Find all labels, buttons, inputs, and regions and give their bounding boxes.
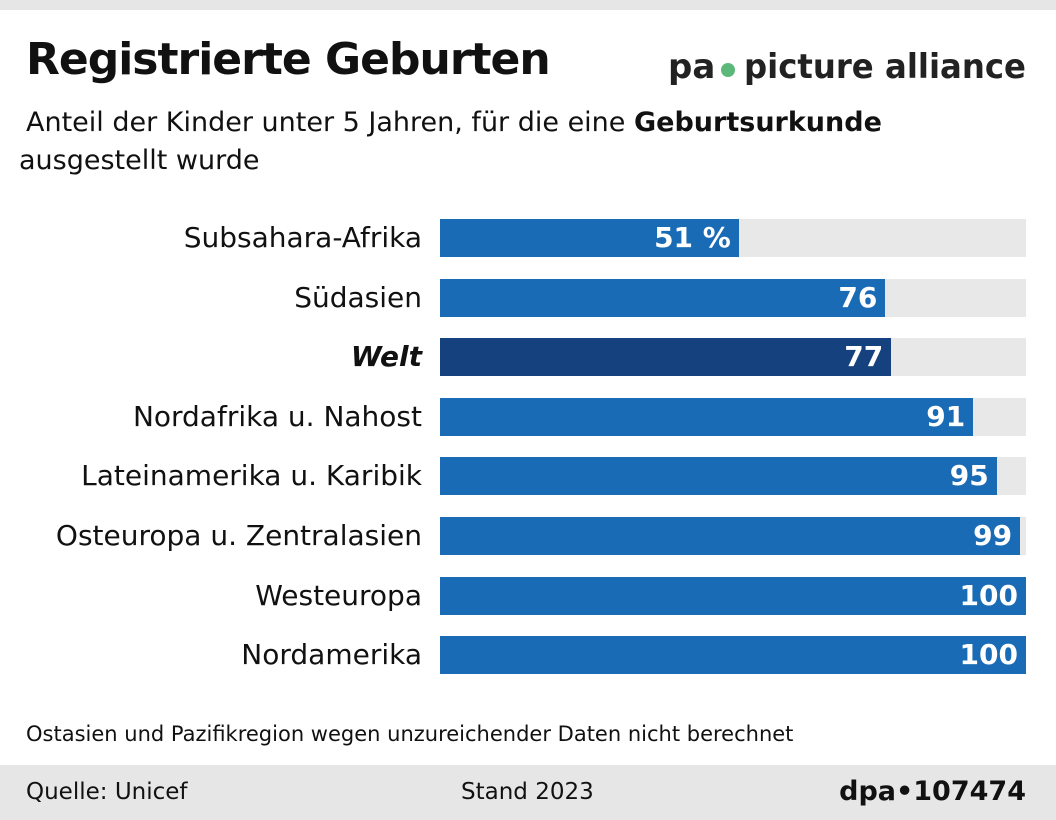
footnote: Ostasien und Pazifikregion wegen unzurei… — [26, 722, 794, 746]
watermark-pa: pa — [668, 47, 715, 87]
bar-track: 100 — [440, 576, 1026, 615]
bar-track: 100 — [440, 636, 1026, 675]
watermark-text: picture alliance — [744, 47, 1026, 87]
bar-track: 99 — [440, 517, 1026, 555]
bar-row: Westeuropa 100 — [0, 576, 1056, 615]
watermark-logo: pa picture alliance — [668, 47, 1026, 87]
value-label: 51 % — [654, 221, 731, 254]
bar-track: 51 % — [440, 219, 1026, 257]
bar-track: 76 — [440, 278, 1026, 317]
value-label: 95 — [949, 459, 989, 493]
subtitle-text-2: ausgestellt wurde — [19, 145, 260, 176]
value-label: 77 — [844, 340, 884, 374]
category-label: Südasien — [294, 280, 422, 314]
bar-row: Welt 77 — [0, 338, 1056, 377]
value-label: 99 — [973, 519, 1013, 552]
chart-title: Registrierte Geburten — [26, 34, 551, 85]
watermark-dot — [721, 63, 735, 77]
category-label: Nordafrika u. Nahost — [132, 399, 422, 433]
bar-track: 77 — [440, 338, 1026, 377]
source: Quelle: Unicef — [26, 779, 188, 805]
value-label: 100 — [959, 638, 1018, 672]
category-label: Westeuropa — [255, 578, 422, 612]
category-label: Osteuropa u. Zentralasien — [55, 519, 422, 552]
bar-row: Lateinamerika u. Karibik 95 — [0, 457, 1056, 496]
bar-track: 95 — [440, 457, 1026, 496]
bar — [440, 636, 1026, 675]
subtitle-bold: Geburtsurkunde — [634, 107, 882, 138]
bar-row: Südasien 76 — [0, 278, 1056, 317]
bar — [440, 457, 997, 496]
top-band — [0, 0, 1056, 10]
bar — [440, 517, 1021, 555]
category-label: Welt — [350, 340, 422, 374]
subtitle-text: Anteil der Kinder unter 5 Jahren, für di… — [26, 107, 634, 138]
category-label: Subsahara-Afrika — [183, 221, 422, 254]
bar — [440, 576, 1026, 615]
footer: Quelle: Unicef Stand 2023 dpa•107474 — [0, 765, 1056, 820]
value-label: 91 — [926, 399, 966, 433]
category-label: Lateinamerika u. Karibik — [81, 459, 422, 493]
value-label: 76 — [838, 280, 878, 314]
bar-row: Subsahara-Afrika 51 % — [0, 219, 1056, 257]
bar — [440, 397, 974, 436]
bar — [440, 219, 739, 257]
graphic-id: dpa•107474 — [839, 776, 1026, 807]
date: Stand 2023 — [461, 779, 594, 805]
bar — [440, 278, 886, 317]
bar-row: Nordamerika 100 — [0, 636, 1056, 675]
bar-row: Osteuropa u. Zentralasien 99 — [0, 517, 1056, 555]
bar-track: 91 — [440, 397, 1026, 436]
chart-subtitle: Anteil der Kinder unter 5 Jahren, für di… — [19, 104, 1026, 180]
category-label: Nordamerika — [241, 638, 422, 672]
bar — [440, 338, 892, 377]
value-label: 100 — [959, 578, 1018, 612]
bar-row: Nordafrika u. Nahost 91 — [0, 397, 1056, 436]
